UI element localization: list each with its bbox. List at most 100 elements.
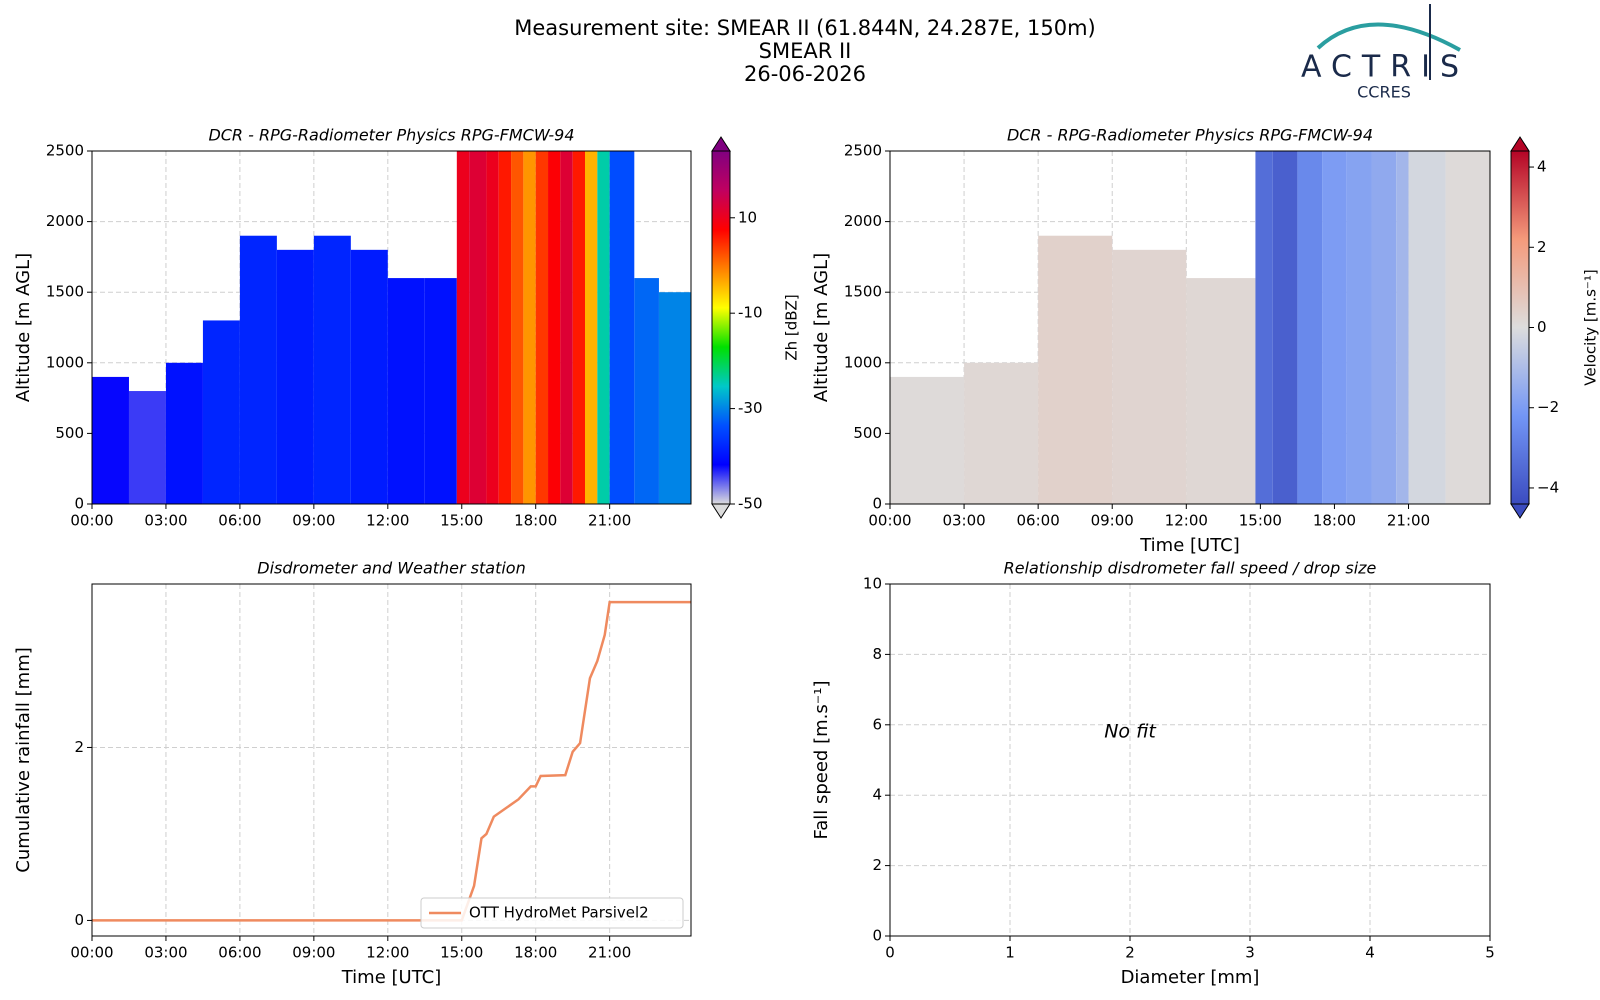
logo: ACTRIS CCRES — [1301, 4, 1469, 102]
y-tick-label: 500 — [853, 424, 882, 442]
x-axis-label: Diameter [mm] — [1121, 967, 1260, 988]
plot-frame — [91, 583, 692, 937]
heatmap-cell — [572, 151, 586, 504]
colorbar-tick-label: -30 — [738, 399, 763, 417]
x-tick-label: 21:00 — [588, 512, 631, 530]
heatmap-cell — [1186, 278, 1256, 504]
heatmap-cell — [1038, 235, 1113, 504]
colorbar-tick-label: 10 — [738, 208, 757, 226]
x-tick-label: 18:00 — [514, 944, 557, 962]
colorbar — [711, 150, 731, 505]
y-tick-label: 6 — [872, 715, 882, 733]
title-line: Measurement site: SMEAR II (61.844N, 24.… — [514, 16, 1096, 40]
x-tick-label: 00:00 — [868, 512, 911, 530]
heatmap-cell — [1346, 151, 1372, 504]
x-tick-label: 5 — [1485, 944, 1495, 962]
x-axis-label: Time [UTC] — [1139, 535, 1240, 556]
y-axis-label: Cumulative rainfall [mm] — [13, 647, 34, 873]
x-tick-label: 3 — [1245, 944, 1255, 962]
y-axis-label: Altitude [m AGL] — [811, 253, 832, 402]
x-tick-label: 18:00 — [514, 512, 557, 530]
heatmap-cell — [585, 151, 598, 504]
title-line: SMEAR II — [759, 39, 852, 63]
heatmap-cell — [1297, 151, 1323, 504]
heatmap-cell — [1371, 151, 1397, 504]
plot-frame — [889, 583, 1491, 937]
heatmap-cell — [511, 151, 524, 504]
y-tick-label: 2500 — [844, 142, 882, 160]
chart-title: DCR - RPG-Radiometer Physics RPG-FMCW-94 — [1007, 126, 1373, 145]
colorbar — [1510, 150, 1530, 505]
heatmap-cell — [1396, 151, 1409, 504]
x-tick-label: 15:00 — [440, 944, 483, 962]
y-tick-label: 2 — [74, 738, 84, 756]
logo-arc — [1316, 22, 1461, 52]
x-tick-label: 12:00 — [366, 512, 409, 530]
colorbar-label: Zh [dBZ] — [783, 294, 801, 360]
heatmap-cell — [560, 151, 573, 504]
heatmap-cell — [387, 278, 425, 504]
y-tick-label: 2000 — [46, 212, 84, 230]
heatmap-cell — [890, 376, 965, 504]
heatmap-cell — [424, 278, 457, 504]
title-line: 26-06-2026 — [744, 62, 866, 86]
plot-frame — [91, 150, 692, 505]
y-tick-label: 4 — [872, 786, 882, 804]
y-tick-label: 2500 — [46, 142, 84, 160]
annotation: No fit — [1104, 720, 1157, 742]
chart-title: DCR - RPG-Radiometer Physics RPG-FMCW-94 — [208, 126, 574, 145]
heatmap-cell — [1112, 249, 1187, 504]
heatmap-cell — [1255, 151, 1273, 504]
x-tick-label: 2 — [1125, 944, 1135, 962]
x-tick-label: 12:00 — [1165, 512, 1208, 530]
y-tick-label: 0 — [74, 495, 84, 513]
x-tick-label: 00:00 — [70, 512, 113, 530]
colorbar-tick-label: 4 — [1537, 158, 1547, 176]
x-tick-label: 03:00 — [144, 512, 187, 530]
colorbar-tick-label: -10 — [738, 304, 763, 322]
legend-box — [420, 897, 684, 929]
y-tick-label: 2 — [872, 856, 882, 874]
heatmap-cell — [313, 235, 351, 504]
colorbar-label: Velocity [m.s⁻¹] — [1582, 269, 1600, 385]
colorbar-tick-label: -50 — [738, 495, 763, 513]
logo-name: ACTRIS — [1301, 50, 1469, 85]
x-axis-label: Time [UTC] — [341, 967, 442, 988]
x-tick-label: 0 — [885, 944, 895, 962]
colorbar-extend — [711, 136, 731, 152]
heatmap-cell — [1272, 151, 1298, 504]
y-tick-label: 0 — [74, 911, 84, 929]
heatmap-cell — [658, 292, 691, 504]
colorbar-tick-label: −4 — [1537, 478, 1559, 496]
line — [92, 600, 691, 922]
heatmap-cell — [523, 151, 536, 504]
y-tick-label: 500 — [55, 424, 84, 442]
x-tick-label: 15:00 — [440, 512, 483, 530]
legend-label: OTT HydroMet Parsivel2 — [469, 904, 649, 922]
heatmap-cell — [276, 249, 314, 504]
heatmap-cell — [1322, 151, 1347, 504]
heatmap-cell — [597, 151, 610, 504]
heatmap-cell — [535, 151, 549, 504]
x-tick-label: 06:00 — [218, 944, 261, 962]
colorbar-tick-label: −2 — [1537, 398, 1559, 416]
y-tick-label: 0 — [872, 927, 882, 945]
heatmap-cell — [239, 235, 277, 504]
y-axis-label: Fall speed [m.s⁻¹] — [811, 681, 832, 840]
heatmap-cell — [469, 151, 487, 504]
y-tick-label: 1000 — [46, 353, 84, 371]
x-tick-label: 09:00 — [1091, 512, 1134, 530]
chart-title: Disdrometer and Weather station — [257, 559, 525, 578]
heatmap-cell — [92, 376, 129, 504]
x-tick-label: 09:00 — [292, 512, 335, 530]
plot-frame — [889, 150, 1491, 505]
x-tick-label: 4 — [1365, 944, 1375, 962]
y-tick-label: 2000 — [844, 212, 882, 230]
heatmap-cell — [165, 362, 203, 504]
colorbar-extend — [1510, 136, 1530, 152]
heatmap-cell — [609, 151, 635, 504]
chart-title: Relationship disdrometer fall speed / dr… — [1004, 559, 1377, 578]
y-tick-label: 0 — [872, 495, 882, 513]
